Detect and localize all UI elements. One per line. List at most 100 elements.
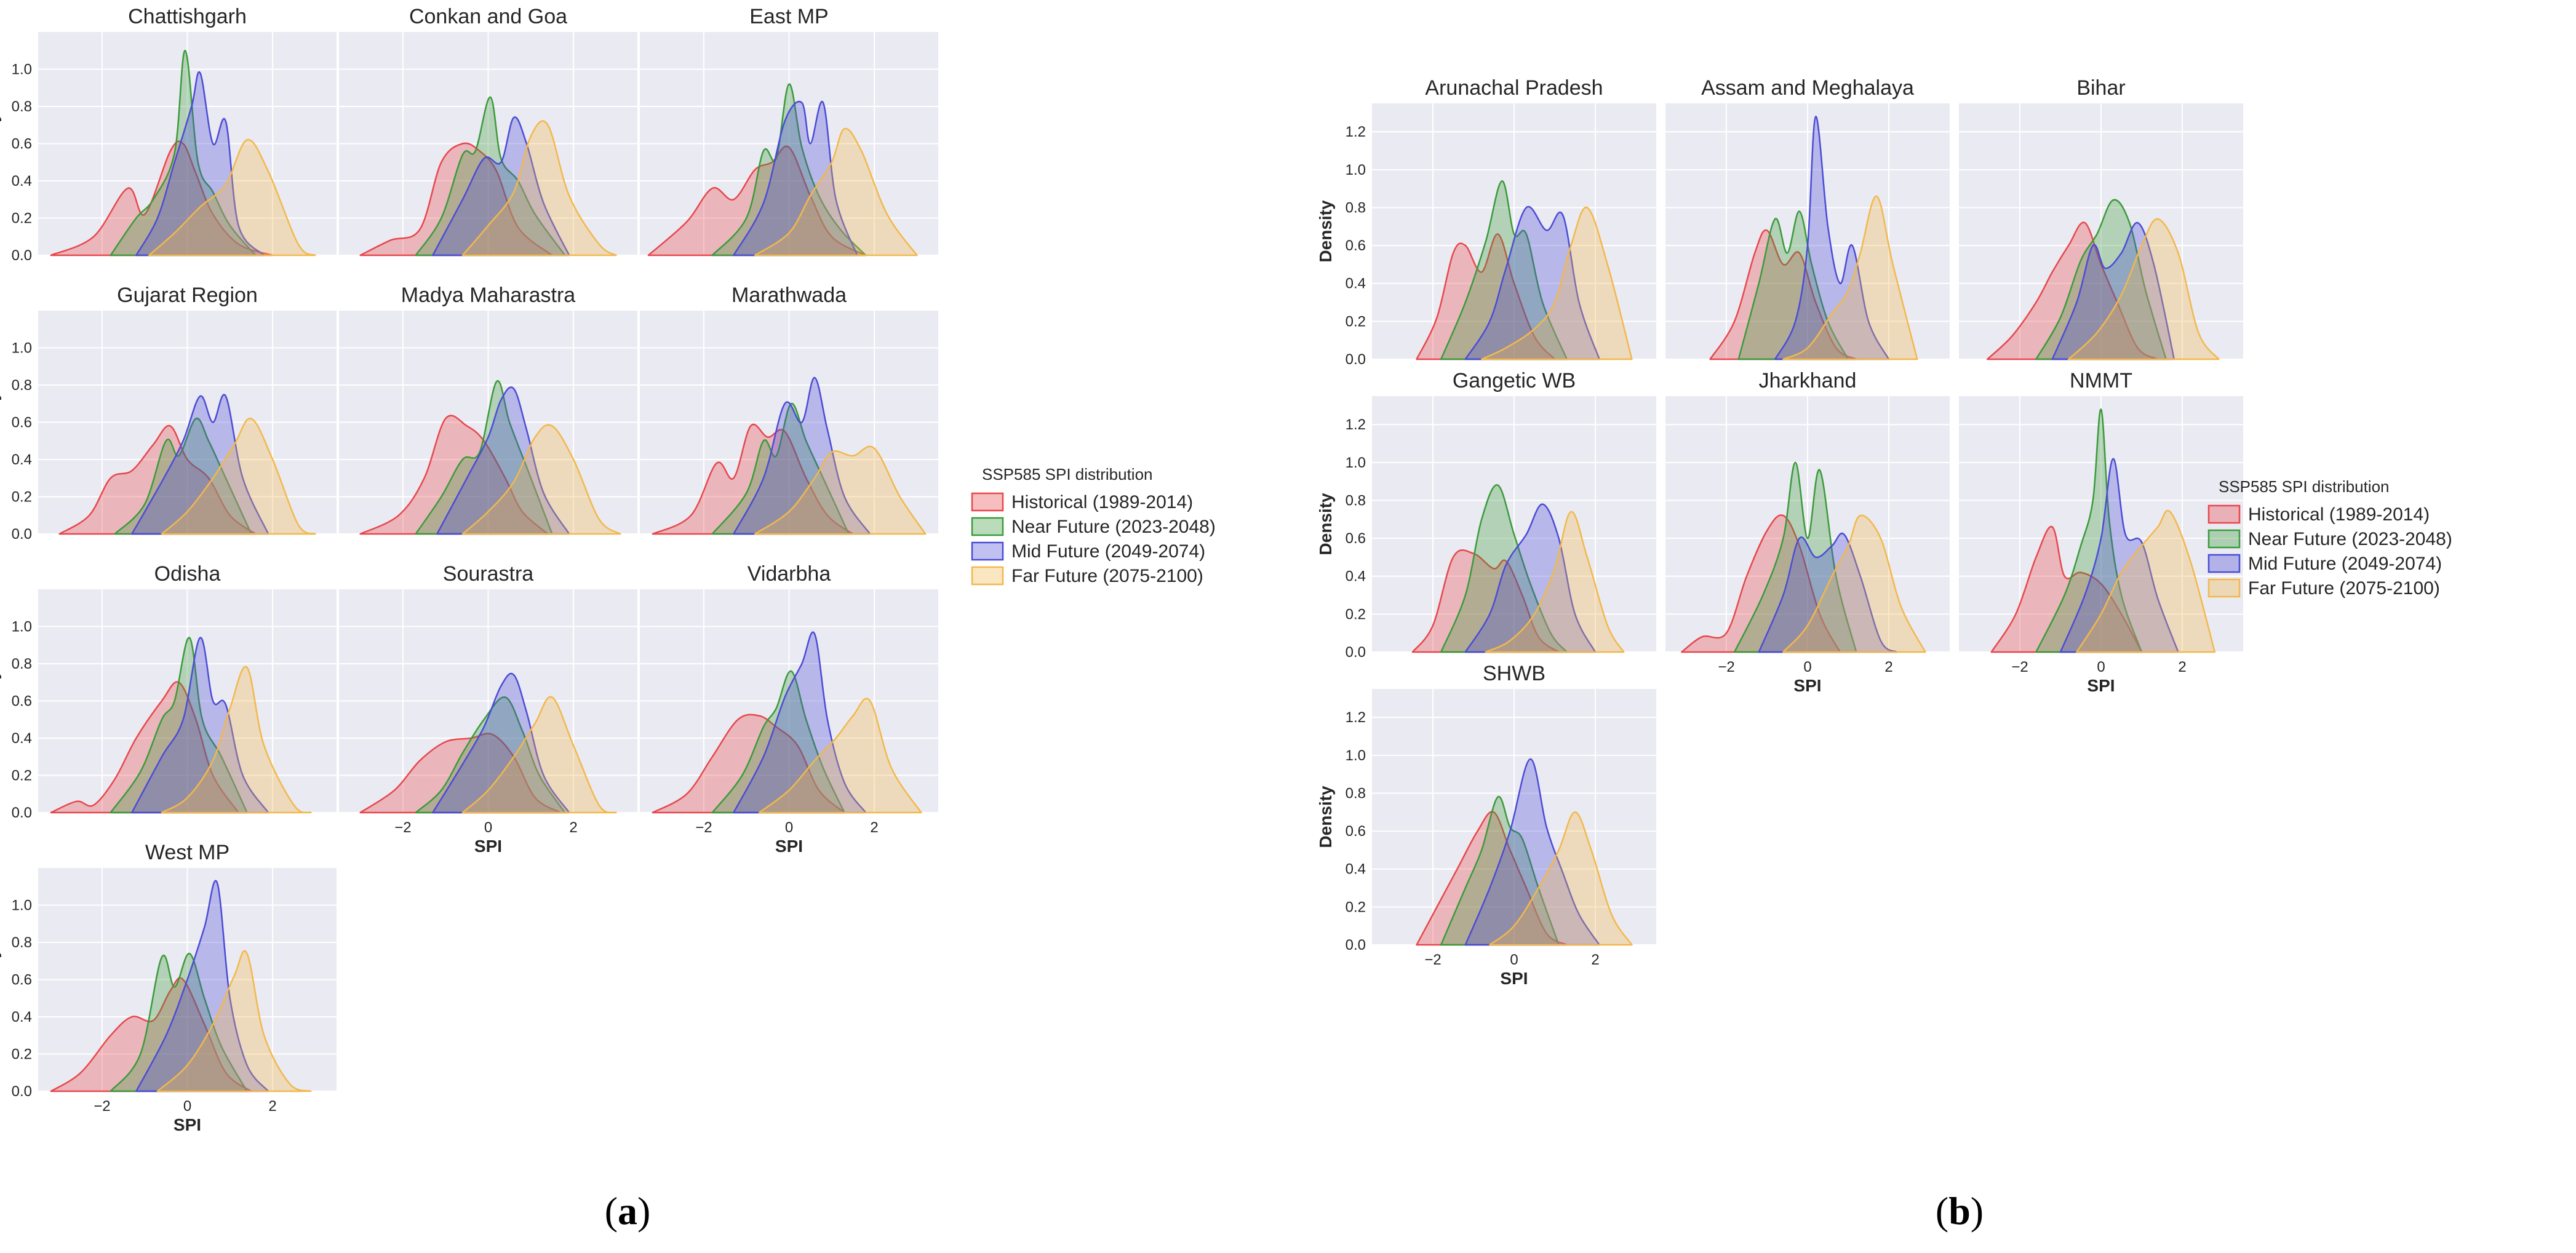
y-axis-label: Density	[0, 670, 1, 733]
y-tick-label: 0.6	[1346, 237, 1366, 254]
y-axis-label: Density	[1316, 786, 1335, 848]
y-tick-label: 1.2	[1346, 124, 1366, 140]
panel-title: NMMT	[2070, 369, 2132, 392]
caption-paren-open: (	[1936, 1189, 1948, 1233]
density-near-future-2023-2048	[1737, 210, 1849, 360]
density-historical-1989-2014	[1986, 221, 2159, 360]
panel-title: Sourastra	[443, 562, 533, 586]
density-far-future-2075-2100	[758, 698, 922, 814]
x-axis-label: SPI	[474, 837, 502, 856]
y-tick-label: 0.6	[1346, 530, 1366, 547]
caption-paren-close: )	[637, 1189, 650, 1233]
density-historical-1989-2014	[652, 423, 854, 535]
panel-gujarat-region: Gujarat Region 0.0 0.2 0.4 0.6 0.8 1.0 Density	[0, 284, 337, 543]
panel-title: Odisha	[154, 562, 221, 586]
y-tick-label: 0.8	[12, 934, 32, 951]
density-far-future-2075-2100	[1782, 195, 1918, 360]
y-tick-label: 0.8	[1346, 492, 1366, 509]
density-near-future-2023-2048	[711, 83, 867, 257]
y-tick-label: 0.0	[1346, 937, 1366, 953]
density-mid-future-2049-2074	[432, 672, 570, 814]
density-historical-1989-2014	[1411, 549, 1560, 653]
y-tick-label: 0.0	[12, 247, 32, 264]
density-historical-1989-2014	[647, 145, 867, 257]
panel-vidarbha: Vidarbha −2 0 2 SPI	[640, 562, 938, 856]
y-axis-label: Density	[1316, 200, 1335, 263]
y-tick-label: 0.2	[1346, 313, 1366, 330]
y-tick-label: 1.0	[12, 340, 32, 357]
y-tick-label: 1.0	[12, 62, 32, 78]
legend-title: SSP585 SPI distribution	[982, 465, 1153, 483]
density-near-future-2023-2048	[110, 50, 257, 257]
caption-paren-open: (	[605, 1189, 618, 1233]
density-near-future-2023-2048	[711, 670, 845, 814]
x-tick-label: −2	[94, 1098, 110, 1115]
density-far-future-2075-2100	[461, 696, 617, 814]
legend-label: Historical (1989-2014)	[1011, 492, 1193, 512]
density-near-future-2023-2048	[711, 403, 850, 535]
panel-title: Jharkhand	[1759, 369, 1857, 392]
y-tick-label: 0.8	[12, 98, 32, 115]
y-tick-label: 0.8	[12, 656, 32, 672]
legend-swatch	[2207, 529, 2241, 549]
y-tick-label: 0.0	[12, 805, 32, 821]
panel-title: West MP	[145, 841, 229, 864]
y-tick-label: 1.0	[1346, 455, 1366, 471]
panel-sourastra: Sourastra −2 0 2 SPI	[339, 562, 637, 856]
y-axis-label: Density	[1316, 493, 1335, 555]
y-tick-label: 0.4	[12, 451, 32, 468]
panel-title: Assam and Meghalaya	[1701, 76, 1914, 100]
density-near-future-2023-2048	[1733, 461, 1857, 653]
caption-text: (a)	[605, 1189, 651, 1233]
legend-label: Mid Future (2049-2074)	[1011, 541, 1205, 562]
density-far-future-2075-2100	[461, 424, 621, 535]
x-tick-label: 0	[183, 1098, 191, 1115]
legend-label: Historical (1989-2014)	[2248, 504, 2430, 525]
y-tick-label: 0.6	[12, 136, 32, 153]
panel-title: Madya Maharastra	[401, 284, 576, 307]
density-mid-future-2049-2074	[1464, 758, 1600, 946]
density-historical-1989-2014	[1681, 514, 1841, 653]
panel-marathwada: Marathwada	[640, 284, 938, 535]
density-mid-future-2049-2074	[1774, 116, 1890, 360]
panel-title: Vidarbha	[748, 562, 831, 586]
caption-text: (b)	[1936, 1189, 1984, 1233]
panel-title: Bihar	[2076, 76, 2125, 100]
density-far-future-2075-2100	[161, 418, 316, 535]
density-near-future-2023-2048	[110, 637, 248, 814]
density-far-future-2075-2100	[148, 139, 316, 257]
panel-title: Arunachal Pradesh	[1425, 76, 1603, 100]
density-near-future-2023-2048	[415, 380, 553, 535]
x-tick-label: −2	[1424, 952, 1441, 968]
x-tick-label: −2	[1718, 659, 1734, 675]
figure-caption: (a)	[605, 1189, 651, 1233]
density-near-future-2023-2048	[1440, 180, 1568, 360]
panel-jharkhand: Jharkhand −2 0 2 SPI	[1665, 369, 1950, 695]
y-tick-label: 0.0	[12, 526, 32, 543]
panel-west-mp: West MP 0.0 0.2 0.4 0.6 0.8 1.0 Density −2 0 2 SPI	[0, 841, 337, 1134]
x-tick-label: 2	[870, 819, 878, 836]
density-far-future-2075-2100	[1489, 811, 1633, 946]
x-tick-label: −2	[2011, 659, 2028, 675]
y-tick-label: 0.4	[12, 1009, 32, 1025]
density-historical-1989-2014	[58, 424, 257, 535]
density-mid-future-2049-2074	[1464, 205, 1600, 360]
figure-b: Arunachal Pradesh 0.0 0.2 0.4 0.6 0.8 1.0 1.2 De…	[1316, 76, 2452, 1233]
legend-label: Mid Future (2049-2074)	[2248, 554, 2442, 574]
y-tick-label: 0.8	[1346, 785, 1366, 802]
legend-swatch	[971, 517, 1004, 536]
panel-gangetic-wb: Gangetic WB 0.0 0.2 0.4 0.6 0.8 1.0 1.2 Density	[1316, 369, 1656, 661]
density-near-future-2023-2048	[415, 696, 566, 814]
density-historical-1989-2014	[50, 140, 274, 257]
x-tick-label: 0	[785, 819, 793, 836]
y-tick-label: 0.4	[1346, 276, 1366, 292]
x-tick-label: 0	[484, 819, 492, 836]
density-far-future-2075-2100	[1480, 207, 1633, 360]
y-tick-label: 1.2	[1346, 709, 1366, 726]
y-tick-label: 0.6	[1346, 823, 1366, 840]
panel-arunachal-pradesh: Arunachal Pradesh 0.0 0.2 0.4 0.6 0.8 1.0 1.2 De…	[1316, 76, 1656, 368]
x-tick-label: 2	[1884, 659, 1892, 675]
legend-swatch	[971, 541, 1004, 561]
